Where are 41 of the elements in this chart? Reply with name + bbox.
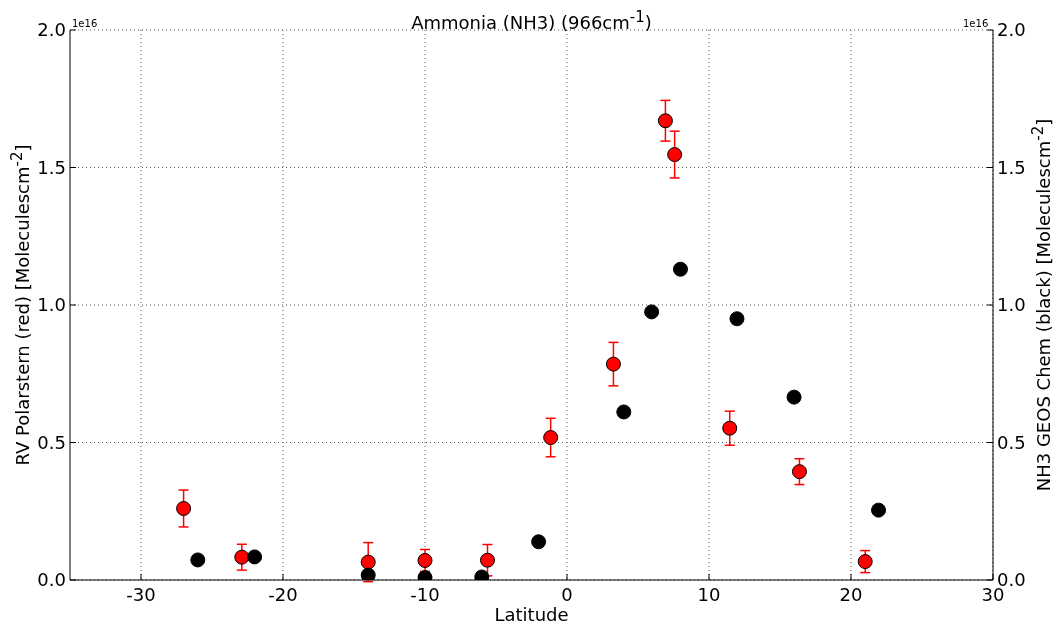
point — [531, 534, 547, 550]
point — [786, 389, 802, 405]
point — [479, 552, 495, 568]
y2-tick-label: 0.5 — [997, 431, 1026, 453]
point — [667, 147, 683, 163]
x-tick-label: 10 — [697, 583, 721, 605]
x-tick-label: 20 — [839, 583, 863, 605]
y-tick-label: 1.0 — [37, 294, 66, 316]
point — [857, 554, 873, 570]
point — [657, 113, 673, 129]
point — [190, 552, 206, 568]
y-tick-label: 0.5 — [37, 431, 66, 453]
y-tick-label: 0.0 — [37, 569, 66, 591]
point — [791, 464, 807, 480]
x-tick-label: -30 — [126, 583, 156, 605]
point — [871, 502, 887, 518]
point — [644, 304, 660, 320]
point — [543, 430, 559, 446]
point — [176, 501, 192, 516]
x-axis-title: Latitude — [493, 604, 570, 625]
point — [247, 549, 263, 565]
chart-title: Ammonia (NH3) (966cm$^{-1}$) — [411, 8, 652, 33]
x-tick-label: 0 — [561, 583, 573, 605]
point — [616, 404, 632, 420]
point — [417, 552, 433, 568]
y-tick-label: 1.5 — [37, 156, 66, 178]
y2-tick-label: 2.0 — [997, 19, 1026, 41]
point — [360, 567, 376, 580]
y-tick-label: 2.0 — [37, 19, 66, 41]
point — [360, 554, 376, 570]
point — [234, 549, 250, 565]
y2-tick-label: 1.5 — [997, 156, 1026, 178]
text: 1e16 — [72, 18, 98, 29]
point — [605, 356, 621, 372]
x-tick-label: -10 — [410, 583, 440, 605]
x-tick-label: -20 — [268, 583, 298, 605]
point — [729, 311, 745, 327]
text: 1e16 — [963, 18, 989, 29]
y2-tick-label: 1.0 — [997, 294, 1026, 316]
point — [722, 420, 738, 436]
point — [672, 261, 688, 277]
